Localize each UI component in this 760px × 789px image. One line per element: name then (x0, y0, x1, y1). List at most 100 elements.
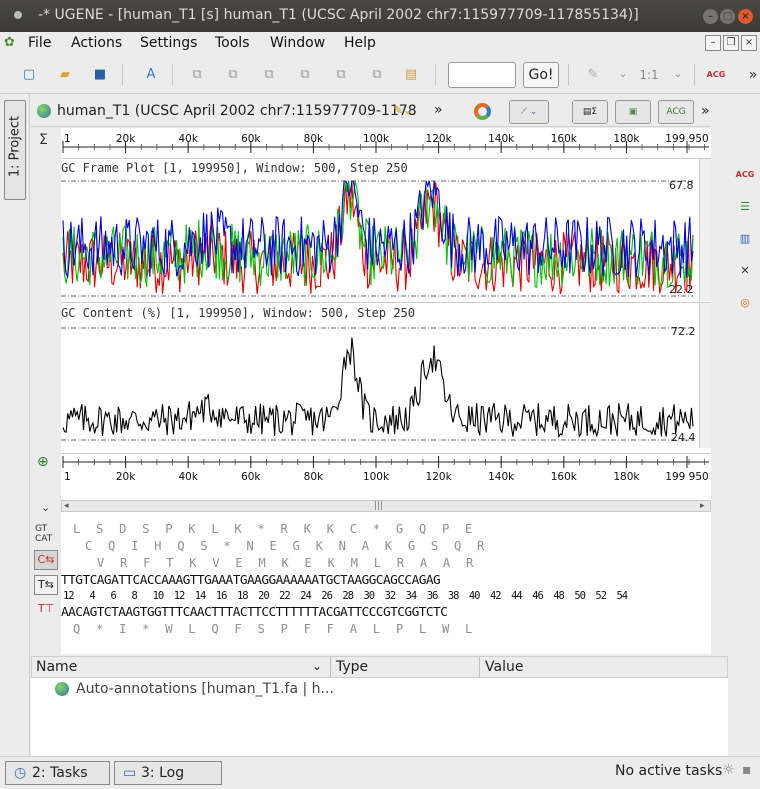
open-folder-icon[interactable]: ▰ (60, 67, 70, 82)
copy-translation-icon[interactable]: ⧉ (264, 67, 274, 82)
menu-help[interactable]: Help (344, 35, 376, 51)
right-dock-bar: ACG ☰ ▥ ✕ ◎ (730, 160, 760, 756)
statistics-icon[interactable]: ▥ (739, 232, 751, 245)
project-tab[interactable]: 1: Project (4, 100, 26, 200)
window-title: -* UGENE - [human_T1 [s] human_T1 (UCSC … (38, 7, 639, 23)
chevron-down-icon[interactable]: ⌄ (673, 69, 683, 80)
scroll-left-icon[interactable]: ◂ (64, 501, 69, 511)
window-menu-icon[interactable] (14, 11, 22, 19)
goto-position-input[interactable] (448, 62, 516, 88)
annotations-icon[interactable]: ☰ (740, 200, 750, 213)
menu-settings[interactable]: Settings (140, 35, 198, 51)
close-icon[interactable]: × (738, 9, 753, 24)
circular-view-icon[interactable]: ◎ (740, 296, 750, 309)
panel-overflow-icon[interactable]: » (701, 103, 710, 119)
sequence-details-view[interactable]: L S D S P K L K * R K K C * G Q P E C Q … (61, 520, 711, 654)
sequence-view-icon[interactable]: ACG (706, 70, 726, 79)
toggle-sequence-button[interactable]: ACG (658, 100, 694, 124)
overview-ruler-tick-label: 140k (488, 133, 515, 145)
overview-ruler-tick-label: 40k (178, 133, 198, 145)
complement-toggle-label: GT CAT (35, 524, 53, 544)
details-ruler[interactable]: 1 20k 40k 60k 80k 100k 120k 140k 160k 180k 199 950 (61, 453, 711, 497)
details-ruler-svg: 1 20k 40k 60k 80k 100k 120k 140k 160k 180k 199 950 (62, 456, 709, 483)
scroll-grip-icon[interactable]: ||| (374, 501, 384, 511)
paste-icon[interactable]: ▤ (404, 67, 418, 82)
horizontal-scrollbar[interactable]: ◂ ||| ▸ (61, 500, 711, 512)
overview-ruler-tick-label: 80k (304, 133, 324, 145)
toggle-details-button[interactable]: ▣ (615, 100, 651, 124)
mdi-restore-icon[interactable]: ❐ (723, 35, 739, 51)
header-overflow-icon[interactable]: » (434, 102, 443, 118)
column-name[interactable]: Name (36, 659, 78, 675)
dna-icon[interactable]: ✕ (740, 264, 750, 277)
complement-strand: AACAGTCTAAGTGGTTTCAACTTTACTTCCTTTTTTACGA… (61, 605, 448, 620)
notification-icon[interactable]: ☼ (722, 762, 735, 778)
details-ruler-tick-label: 140k (488, 471, 515, 483)
menu-file[interactable]: File (28, 35, 52, 51)
save-icon[interactable]: ■ (93, 67, 107, 82)
wrap-icon[interactable]: ✎ (587, 67, 599, 82)
log-tab[interactable]: ▭ 3: Log (114, 761, 222, 785)
minimize-icon[interactable]: – (703, 9, 718, 24)
gc-frame-plot[interactable]: GC Frame Plot [1, 199950], Window: 500, … (61, 158, 711, 301)
column-value[interactable]: Value (485, 659, 524, 675)
scroll-right-icon[interactable]: ▸ (700, 501, 705, 511)
overview-ruler[interactable]: 1 20k 40k 60k 80k 100k 120k 140k 160k 180k 199 950 (61, 130, 711, 156)
gc-content-scrollbar[interactable] (699, 303, 711, 448)
view-side-icons: Σ ⊕ ⌄ GT CAT C⇆ T⇆ T⊤ (31, 128, 61, 654)
menu-actions[interactable]: Actions (71, 35, 123, 51)
copy-amino-icon[interactable]: ⧉ (372, 67, 382, 82)
direct-strand: TTGTCAGATTCACCAAAGTTGAAATGAAGGAAAAAATGCT… (61, 573, 441, 588)
gc-content-min: 24.4 (671, 431, 696, 444)
tasks-icon: ◷ (14, 765, 27, 781)
search-pattern-icon[interactable]: A (146, 67, 156, 82)
translation-settings-icon[interactable]: ✎⌄ (393, 103, 414, 117)
sequence-title: human_T1 (UCSC April 2002 chr7:115977709… (57, 103, 417, 119)
column-type[interactable]: Type (336, 659, 369, 675)
copy-sequence-icon[interactable]: ⧉ (192, 67, 202, 82)
ugene-logo-icon: ✿ (4, 35, 15, 50)
gc-frame-min: 22.2 (669, 283, 694, 296)
toolbar-overflow-icon[interactable]: » (748, 67, 758, 83)
mdi-close-icon[interactable]: × (741, 35, 757, 51)
mdi-minimize-icon[interactable]: – (705, 35, 721, 51)
tasks-tab[interactable]: ◷ 2: Tasks (5, 761, 110, 785)
new-document-icon[interactable]: ▢ (22, 67, 36, 82)
show-complement-button[interactable]: C⇆ (34, 550, 58, 570)
position-ruler: 12 4 6 8 10 12 14 16 18 20 22 24 26 28 3… (63, 590, 628, 602)
zoom-in-icon[interactable]: ⊕ (37, 454, 49, 470)
menu-tools[interactable]: Tools (215, 35, 250, 51)
copy-qualifier-icon[interactable]: ⧉ (336, 67, 346, 82)
sequence-icon[interactable]: ACG (735, 170, 755, 179)
status-text: No active tasks (615, 763, 723, 779)
gc-content-plot[interactable]: GC Content (%) [1, 199950], Window: 500,… (61, 302, 711, 448)
left-dock-bar: 1: Project (0, 94, 30, 756)
graphs-button[interactable]: ⟋ ⌄ (509, 100, 549, 124)
copy-complement-icon[interactable]: ⧉ (228, 67, 238, 82)
collapse-icon[interactable]: ⌄ (41, 501, 51, 514)
chevron-down-icon[interactable]: ⌄ (618, 69, 628, 80)
details-ruler-tick-label: 20k (116, 471, 136, 483)
gc-frame-plot-label: GC Frame Plot [1, 199950], Window: 500, … (61, 161, 408, 175)
gc-content-plot-label: GC Content (%) [1, 199950], Window: 500,… (61, 306, 416, 320)
toggle-overview-button[interactable]: ▤Σ (572, 100, 608, 124)
details-ruler-tick-label: 80k (304, 471, 324, 483)
copy-annotation-icon[interactable]: ⧉ (300, 67, 310, 82)
maximize-icon[interactable]: □ (720, 9, 735, 24)
translation-button[interactable]: T⇆ (34, 575, 58, 595)
details-ruler-tick-label: 199 950 (665, 471, 708, 483)
show-translations-button[interactable]: T⊤ (37, 602, 55, 615)
go-button[interactable]: Go! (523, 62, 559, 88)
gc-frame-plot-svg (61, 180, 694, 297)
chevron-down-icon[interactable]: ⌄ (312, 659, 323, 673)
annotation-row[interactable]: Auto-annotations [human_T1.fa | h... (31, 680, 728, 700)
overview-ruler-tick-label: 100k (363, 133, 390, 145)
circular-view-button[interactable] (474, 103, 491, 120)
translation-frame-1: L S D S P K L K * R K K C * G Q P E (73, 522, 473, 536)
gc-frame-scrollbar[interactable] (699, 159, 711, 301)
translation-frame-2: C Q I H Q S * N E G K N A K G S Q R (85, 539, 485, 553)
details-ruler-tick-label: 100k (363, 471, 390, 483)
tasks-info-icon[interactable]: ▪ (742, 762, 752, 778)
menu-window[interactable]: Window (270, 35, 326, 51)
sigma-icon[interactable]: Σ (39, 132, 48, 148)
